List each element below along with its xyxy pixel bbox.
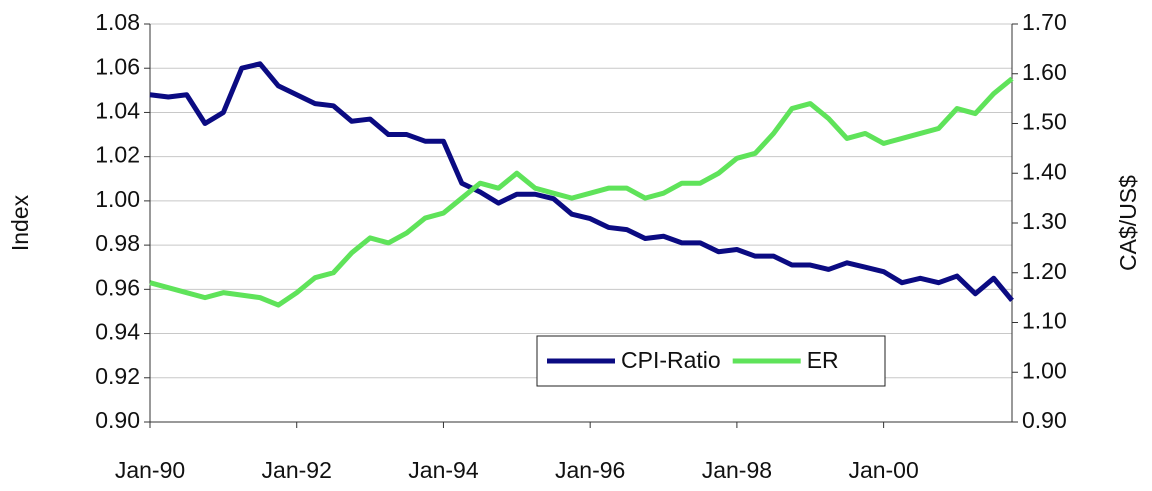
x-tick-label: Jan-90 — [115, 457, 185, 483]
y2-tick-label: 1.50 — [1022, 109, 1067, 135]
y-tick-label: 1.04 — [95, 98, 140, 124]
x-tick-label: Jan-92 — [262, 457, 332, 483]
y2-axis-label: CA$/US$ — [1115, 175, 1141, 271]
series-line — [149, 76, 1014, 308]
y-tick-label: 0.98 — [95, 230, 140, 256]
y2-tick-label: 1.30 — [1022, 208, 1067, 234]
y2-tick-label: 1.70 — [1022, 9, 1067, 35]
y-tick-label: 1.06 — [95, 53, 140, 79]
x-tick-label: Jan-94 — [408, 457, 479, 483]
y-tick-label: 0.94 — [95, 319, 140, 345]
y2-tick-label: 1.60 — [1022, 59, 1067, 85]
y-tick-label: 1.00 — [95, 186, 140, 212]
legend-label: CPI-Ratio — [621, 347, 721, 373]
y2-tick-label: 1.10 — [1022, 308, 1067, 334]
y-tick-label: 0.92 — [95, 363, 140, 389]
y-tick-label: 1.02 — [95, 142, 140, 168]
y2-tick-label: 0.90 — [1022, 407, 1067, 433]
y2-tick-label: 1.40 — [1022, 158, 1067, 184]
x-tick-label: Jan-00 — [848, 457, 918, 483]
x-tick-label: Jan-96 — [555, 457, 625, 483]
x-tick-label: Jan-98 — [702, 457, 772, 483]
y2-tick-label: 1.00 — [1022, 357, 1067, 383]
y-tick-label: 1.08 — [95, 9, 140, 35]
legend-label: ER — [807, 347, 839, 373]
y-axis-label: Index — [7, 194, 33, 251]
y2-tick-label: 1.20 — [1022, 258, 1067, 284]
y-tick-label: 0.90 — [95, 407, 140, 433]
y-tick-label: 0.96 — [95, 274, 140, 300]
series-line — [149, 61, 1014, 302]
